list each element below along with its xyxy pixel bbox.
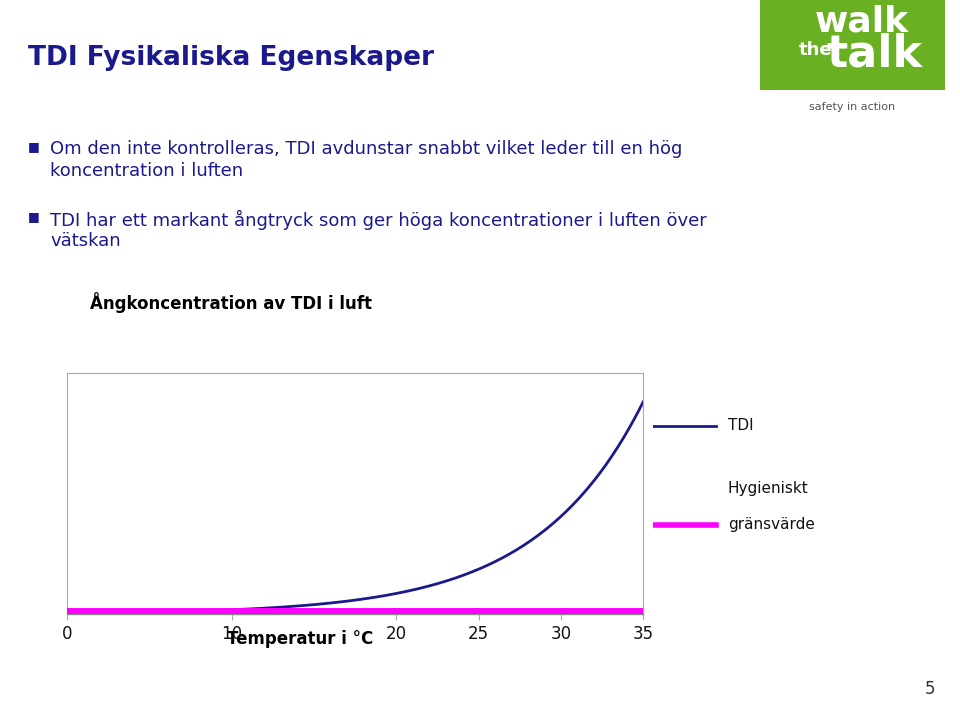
Text: ■: ■ xyxy=(28,210,39,223)
Text: Hygieniskt: Hygieniskt xyxy=(728,481,808,496)
Text: Temperatur i °C: Temperatur i °C xyxy=(227,630,373,648)
Text: 5: 5 xyxy=(924,680,935,698)
FancyBboxPatch shape xyxy=(760,0,945,90)
Text: talk: talk xyxy=(827,33,923,75)
Text: safety in action: safety in action xyxy=(809,102,896,112)
Text: TDI: TDI xyxy=(728,418,754,433)
Text: ■: ■ xyxy=(28,140,39,153)
Text: Ångkoncentration av TDI i luft: Ångkoncentration av TDI i luft xyxy=(90,292,372,313)
Text: gränsvärde: gränsvärde xyxy=(728,518,814,532)
Text: TDI har ett markant ångtryck som ger höga koncentrationer i luften över: TDI har ett markant ångtryck som ger hög… xyxy=(50,210,707,230)
Text: the: the xyxy=(799,41,832,59)
Text: koncentration i luften: koncentration i luften xyxy=(50,162,243,180)
Text: TDI Fysikaliska Egenskaper: TDI Fysikaliska Egenskaper xyxy=(28,45,434,71)
Text: Om den inte kontrolleras, TDI avdunstar snabbt vilket leder till en hög: Om den inte kontrolleras, TDI avdunstar … xyxy=(50,140,683,158)
Text: vätskan: vätskan xyxy=(50,232,121,250)
Text: walk: walk xyxy=(815,4,909,38)
